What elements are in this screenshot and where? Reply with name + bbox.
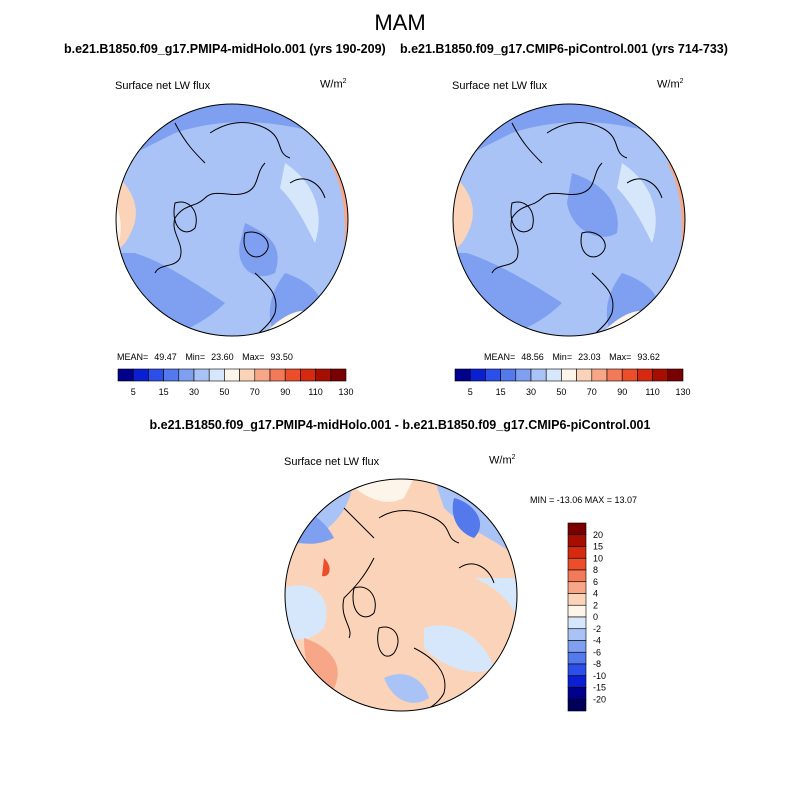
diff-colorbar-tick-label: 15 xyxy=(593,542,603,552)
panel2-colorbar-tick-label: 5 xyxy=(468,387,473,397)
diff-colorbar-swatch xyxy=(567,640,587,653)
diff-colorbar-swatch xyxy=(567,698,587,712)
panel1-stats: MEAN= 49.47 Min= 23.60 Max= 93.50 xyxy=(117,352,293,362)
panel2-colorbar-swatch xyxy=(637,368,653,382)
panel1-colorbar-swatch xyxy=(208,368,225,382)
diff-colorbar-swatch xyxy=(567,651,587,665)
panel1-colorbar-tick-label: 30 xyxy=(189,387,199,397)
diff-colorbar-swatch xyxy=(567,593,587,606)
diff-colorbar-tick-label: 6 xyxy=(593,577,598,587)
panel1-colorbar-tick-label: 110 xyxy=(308,387,322,397)
panel1-colorbar-swatch xyxy=(148,368,164,382)
panel1-colorbar-swatch xyxy=(330,368,347,382)
panel2-colorbar-swatch xyxy=(500,368,517,382)
diff-colorbar-swatch xyxy=(567,663,587,677)
panel1-colorbar-tick-label: 70 xyxy=(250,387,260,397)
panel1-colorbar-swatch xyxy=(117,368,134,382)
diff-colorbar-swatch xyxy=(567,581,587,594)
panel2-colorbar-tick-label: 110 xyxy=(645,387,659,397)
panel1-colorbar-swatch xyxy=(300,368,316,382)
panel1-colorbar-swatch xyxy=(224,368,240,382)
diff-colorbar-swatch xyxy=(567,534,587,547)
diff-colorbar-tick-label: -10 xyxy=(593,671,606,681)
panel1-colorbar-tick-label: 50 xyxy=(219,387,229,397)
panel2-colorbar-swatch xyxy=(606,368,623,382)
panel1-colorbar: 5 15 30 50 70 90 110 130 xyxy=(117,368,354,397)
diff-panel-title: b.e21.B1850.f09_g17.PMIP4-midHolo.001 - … xyxy=(149,418,651,432)
diff-colorbar-tick-label: 8 xyxy=(593,565,598,575)
diff-colorbar-swatch xyxy=(567,569,587,583)
panel1-units: W/m2 xyxy=(320,78,347,91)
panel1-colorbar-swatch xyxy=(132,368,149,382)
panel2-colorbar-swatch xyxy=(576,368,593,382)
panel2-colorbar-swatch xyxy=(515,368,532,382)
diff-colorbar-swatch xyxy=(567,546,587,559)
panel1-colorbar-tick-label: 15 xyxy=(159,387,169,397)
panel2-colorbar-swatch xyxy=(454,368,471,382)
diff-colorbar-tick-label: -20 xyxy=(593,694,606,704)
panel2-colorbar-tick-label: 50 xyxy=(556,387,566,397)
panel2-colorbar-tick-label: 30 xyxy=(526,387,536,397)
panel2-polar-map xyxy=(452,103,686,337)
panel2-colorbar-swatch xyxy=(561,368,577,382)
plot-title: MAM xyxy=(374,10,426,35)
diff-colorbar-tick-label: 2 xyxy=(593,600,598,610)
panel2-colorbar-swatch xyxy=(469,368,486,382)
panel1-colorbar-swatch xyxy=(239,368,256,382)
panel1-colorbar-swatch xyxy=(284,368,301,382)
panel2-colorbar-swatch xyxy=(591,368,608,382)
panel1-colorbar-tick-label: 130 xyxy=(338,387,353,397)
diff-colorbar-tick-label: 10 xyxy=(593,553,603,563)
panel2-colorbar-tick-label: 130 xyxy=(675,387,690,397)
panel2-colorbar: 5 15 30 50 70 90 110 130 xyxy=(454,368,691,397)
diff-colorbar-tick-label: 0 xyxy=(593,612,598,622)
diff-polar-map xyxy=(284,478,518,712)
panel2-colorbar-swatch xyxy=(621,368,638,382)
panel2-colorbar-tick-label: 15 xyxy=(496,387,506,397)
panel2-variable-label: Surface net LW flux xyxy=(452,80,548,92)
panel2-case-title: b.e21.B1850.f09_g17.CMIP6-piControl.001 … xyxy=(400,42,728,56)
diff-colorbar-tick-label: -6 xyxy=(593,647,601,657)
diff-colorbar-swatch xyxy=(567,628,587,641)
panel2-colorbar-swatch xyxy=(652,368,669,382)
panel2-colorbar-swatch xyxy=(667,368,684,382)
panel2-colorbar-tick-label: 70 xyxy=(587,387,597,397)
panel1-colorbar-swatch xyxy=(193,368,210,382)
diff-colorbar-swatch xyxy=(567,522,587,536)
panel1-colorbar-tick-label: 90 xyxy=(280,387,290,397)
panel1-colorbar-tick-label: 5 xyxy=(131,387,136,397)
panel1-colorbar-swatch xyxy=(178,368,195,382)
diff-units: W/m2 xyxy=(489,454,516,467)
diff-colorbar-tick-label: 4 xyxy=(593,589,598,599)
diff-colorbar-tick-label: -4 xyxy=(593,636,601,646)
diff-colorbar-swatch xyxy=(567,687,587,700)
diff-minmax: MIN = -13.06 MAX = 13.07 xyxy=(530,495,638,505)
panel2-stats: MEAN= 48.56 Min= 23.03 Max= 93.62 xyxy=(484,352,660,362)
diff-colorbar-swatch xyxy=(567,616,587,630)
diff-variable-label: Surface net LW flux xyxy=(284,456,380,468)
panel1-polar-map xyxy=(115,103,349,337)
panel1-variable-label: Surface net LW flux xyxy=(115,80,211,92)
panel1-colorbar-swatch xyxy=(269,368,286,382)
diff-colorbar-tick-label: -15 xyxy=(593,683,606,693)
panel2-colorbar-swatch xyxy=(530,368,547,382)
diff-colorbar-swatch xyxy=(567,604,587,618)
panel2-colorbar-swatch xyxy=(485,368,501,382)
panel1-colorbar-swatch xyxy=(163,368,180,382)
panel1-colorbar-swatch xyxy=(254,368,271,382)
diff-colorbar-tick-label: 20 xyxy=(593,530,603,540)
panel1-colorbar-swatch xyxy=(315,368,332,382)
diff-colorbar-tick-label: -8 xyxy=(593,659,601,669)
panel2-units: W/m2 xyxy=(657,78,684,91)
diff-colorbar-tick-label: -2 xyxy=(593,624,601,634)
panel1-case-title: b.e21.B1850.f09_g17.PMIP4-midHolo.001 (y… xyxy=(64,42,386,56)
panel2-colorbar-swatch xyxy=(545,368,562,382)
diff-colorbar-swatch xyxy=(567,557,587,571)
diff-colorbar-swatch xyxy=(567,675,587,688)
panel2-colorbar-tick-label: 90 xyxy=(617,387,627,397)
